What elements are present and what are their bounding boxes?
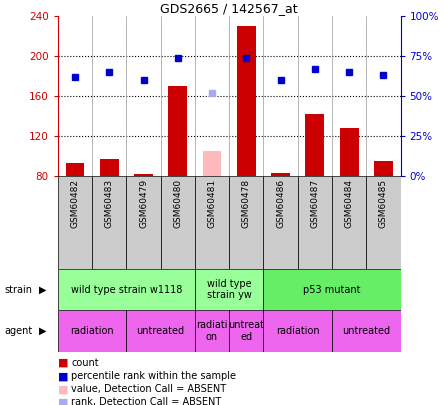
Bar bbox=[126, 176, 161, 269]
Text: wild type
strain yw: wild type strain yw bbox=[207, 279, 251, 301]
Bar bbox=[161, 176, 195, 269]
Bar bbox=[263, 176, 298, 269]
Bar bbox=[195, 176, 229, 269]
Text: strain: strain bbox=[4, 285, 32, 294]
Text: percentile rank within the sample: percentile rank within the sample bbox=[71, 371, 236, 381]
Text: GSM60486: GSM60486 bbox=[276, 179, 285, 228]
Bar bbox=[202, 151, 222, 176]
Text: GSM60479: GSM60479 bbox=[139, 179, 148, 228]
Text: GSM60481: GSM60481 bbox=[207, 179, 217, 228]
Bar bbox=[271, 173, 290, 176]
Bar bbox=[58, 310, 126, 352]
Bar bbox=[134, 174, 153, 176]
Text: GSM60487: GSM60487 bbox=[310, 179, 320, 228]
Bar bbox=[340, 128, 359, 176]
Bar bbox=[58, 269, 195, 310]
Bar bbox=[100, 159, 119, 176]
Text: untreat
ed: untreat ed bbox=[228, 320, 264, 342]
Bar bbox=[237, 26, 256, 176]
Text: ■: ■ bbox=[58, 384, 69, 394]
Title: GDS2665 / 142567_at: GDS2665 / 142567_at bbox=[160, 2, 298, 15]
Bar bbox=[229, 310, 263, 352]
Text: radiation: radiation bbox=[70, 326, 114, 336]
Text: count: count bbox=[71, 358, 99, 368]
Text: wild type strain w1118: wild type strain w1118 bbox=[71, 285, 182, 294]
Text: p53 mutant: p53 mutant bbox=[303, 285, 361, 294]
Text: GSM60484: GSM60484 bbox=[344, 179, 354, 228]
Bar bbox=[374, 161, 393, 176]
Bar bbox=[298, 176, 332, 269]
Bar bbox=[58, 176, 92, 269]
Text: GSM60482: GSM60482 bbox=[70, 179, 80, 228]
Text: ■: ■ bbox=[58, 371, 69, 381]
Text: GSM60480: GSM60480 bbox=[173, 179, 182, 228]
Bar bbox=[229, 176, 263, 269]
Text: rank, Detection Call = ABSENT: rank, Detection Call = ABSENT bbox=[71, 397, 222, 405]
Bar bbox=[366, 176, 400, 269]
Text: radiati
on: radiati on bbox=[196, 320, 228, 342]
Text: untreated: untreated bbox=[342, 326, 390, 336]
Bar bbox=[305, 114, 324, 176]
Bar bbox=[65, 163, 85, 176]
Bar bbox=[195, 269, 263, 310]
Text: GSM60485: GSM60485 bbox=[379, 179, 388, 228]
Text: ▶: ▶ bbox=[39, 285, 47, 294]
Bar bbox=[332, 310, 400, 352]
Bar bbox=[263, 269, 400, 310]
Text: GSM60478: GSM60478 bbox=[242, 179, 251, 228]
Text: ■: ■ bbox=[58, 397, 69, 405]
Text: ▶: ▶ bbox=[39, 326, 47, 336]
Bar bbox=[195, 310, 229, 352]
Text: untreated: untreated bbox=[137, 326, 185, 336]
Bar bbox=[332, 176, 366, 269]
Bar bbox=[92, 176, 126, 269]
Text: value, Detection Call = ABSENT: value, Detection Call = ABSENT bbox=[71, 384, 227, 394]
Bar bbox=[263, 310, 332, 352]
Bar bbox=[168, 86, 187, 176]
Text: ■: ■ bbox=[58, 358, 69, 368]
Text: GSM60483: GSM60483 bbox=[105, 179, 114, 228]
Text: radiation: radiation bbox=[276, 326, 320, 336]
Bar bbox=[126, 310, 195, 352]
Text: agent: agent bbox=[4, 326, 32, 336]
